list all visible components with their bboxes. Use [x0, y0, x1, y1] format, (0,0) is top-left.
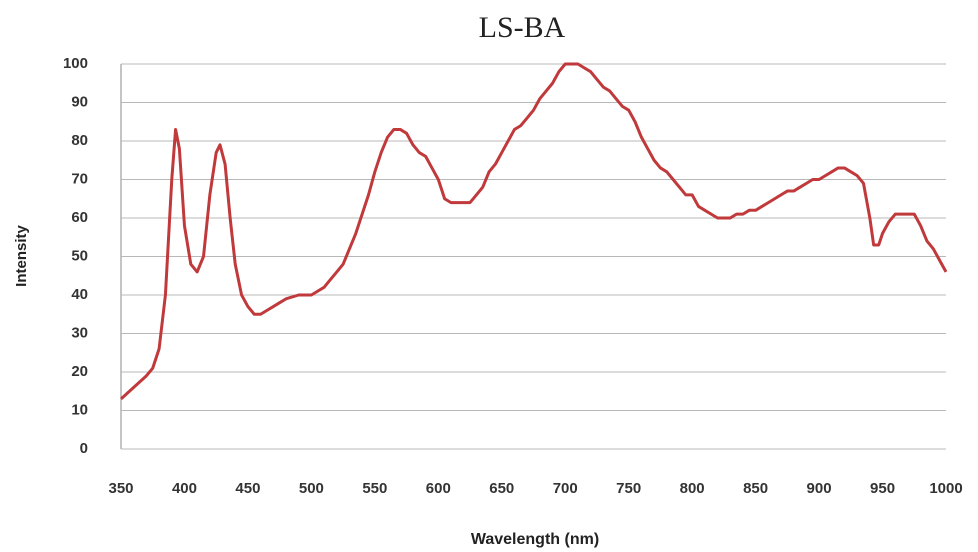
x-tick-label: 900 [807, 480, 832, 497]
y-tick-label: 70 [71, 170, 88, 187]
y-tick-label: 20 [71, 363, 88, 380]
x-tick-label: 950 [870, 480, 895, 497]
chart-title: LS-BA [479, 11, 566, 44]
x-tick-label: 550 [362, 480, 387, 497]
x-tick-label: 1000 [929, 480, 962, 497]
y-tick-label: 30 [71, 324, 88, 341]
x-axis-label: Wavelength (nm) [471, 531, 599, 548]
y-tick-label: 50 [71, 247, 88, 264]
y-tick-label: 100 [63, 55, 88, 72]
x-tick-label: 750 [616, 480, 641, 497]
x-tick-label: 450 [235, 480, 260, 497]
x-tick-label: 650 [489, 480, 514, 497]
y-tick-label: 80 [71, 132, 88, 149]
x-tick-label: 600 [426, 480, 451, 497]
x-tick-label: 500 [299, 480, 324, 497]
x-tick-label: 850 [743, 480, 768, 497]
y-tick-label: 0 [80, 440, 88, 457]
y-tick-label: 90 [71, 93, 88, 110]
y-tick-label: 10 [71, 401, 88, 418]
y-tick-label: 40 [71, 286, 88, 303]
data-line [119, 62, 948, 401]
y-axis-label: Intensity [13, 225, 30, 287]
y-tick-label: 60 [71, 209, 88, 226]
x-tick-label: 700 [553, 480, 578, 497]
x-tick-label: 350 [108, 480, 133, 497]
x-tick-label: 400 [172, 480, 197, 497]
x-tick-label: 800 [680, 480, 705, 497]
